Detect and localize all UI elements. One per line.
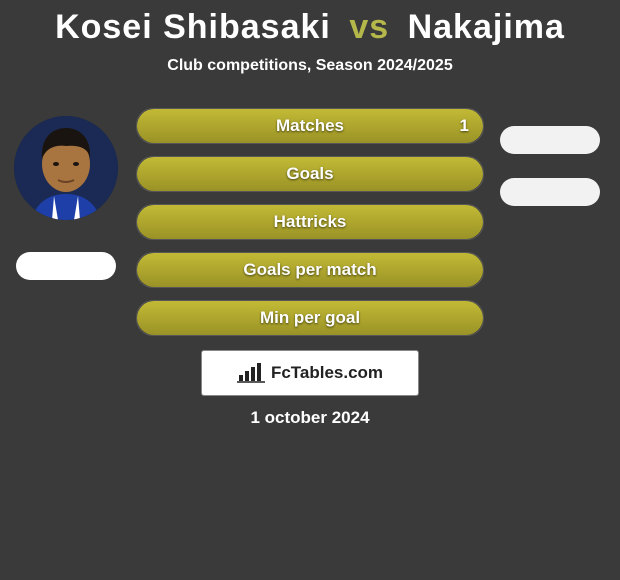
stat-value: 1 xyxy=(460,109,469,143)
stat-bar-goals: Goals xyxy=(136,156,484,192)
stat-bars: Matches1 Goals Hattricks Goals per match Min… xyxy=(136,108,484,348)
player1-avatar xyxy=(14,116,118,220)
stat-label: Matches xyxy=(137,109,483,143)
player1-stat-pill xyxy=(16,252,116,280)
subtitle-text: Club competitions, Season 2024/2025 xyxy=(0,57,620,75)
stat-label: Min per goal xyxy=(137,301,483,335)
comparison-title: Kosei Shibasaki vs Nakajima xyxy=(0,0,620,47)
player1-name: Kosei Shibasaki xyxy=(55,8,331,46)
stat-bar-matches: Matches1 xyxy=(136,108,484,144)
player1-column xyxy=(6,108,126,280)
vs-text: vs xyxy=(349,8,389,46)
stat-label: Hattricks xyxy=(137,205,483,239)
player2-stat-pill-2 xyxy=(500,178,600,206)
player2-name: Nakajima xyxy=(408,8,565,46)
date-text: 1 october 2024 xyxy=(250,408,369,428)
comparison-grid: Matches1 Goals Hattricks Goals per match Min… xyxy=(0,108,620,368)
stat-label: Goals xyxy=(137,157,483,191)
stat-bar-min-per-goal: Min per goal xyxy=(136,300,484,336)
stat-bar-hattricks: Hattricks xyxy=(136,204,484,240)
player2-stat-pill-1 xyxy=(500,126,600,154)
stat-label: Goals per match xyxy=(137,253,483,287)
avatar-icon xyxy=(14,116,118,220)
stat-bar-goals-per-match: Goals per match xyxy=(136,252,484,288)
brand-badge: FcTables.com xyxy=(201,350,419,396)
barchart-icon xyxy=(237,363,265,383)
brand-text: FcTables.com xyxy=(271,363,383,383)
player2-column xyxy=(490,108,610,206)
